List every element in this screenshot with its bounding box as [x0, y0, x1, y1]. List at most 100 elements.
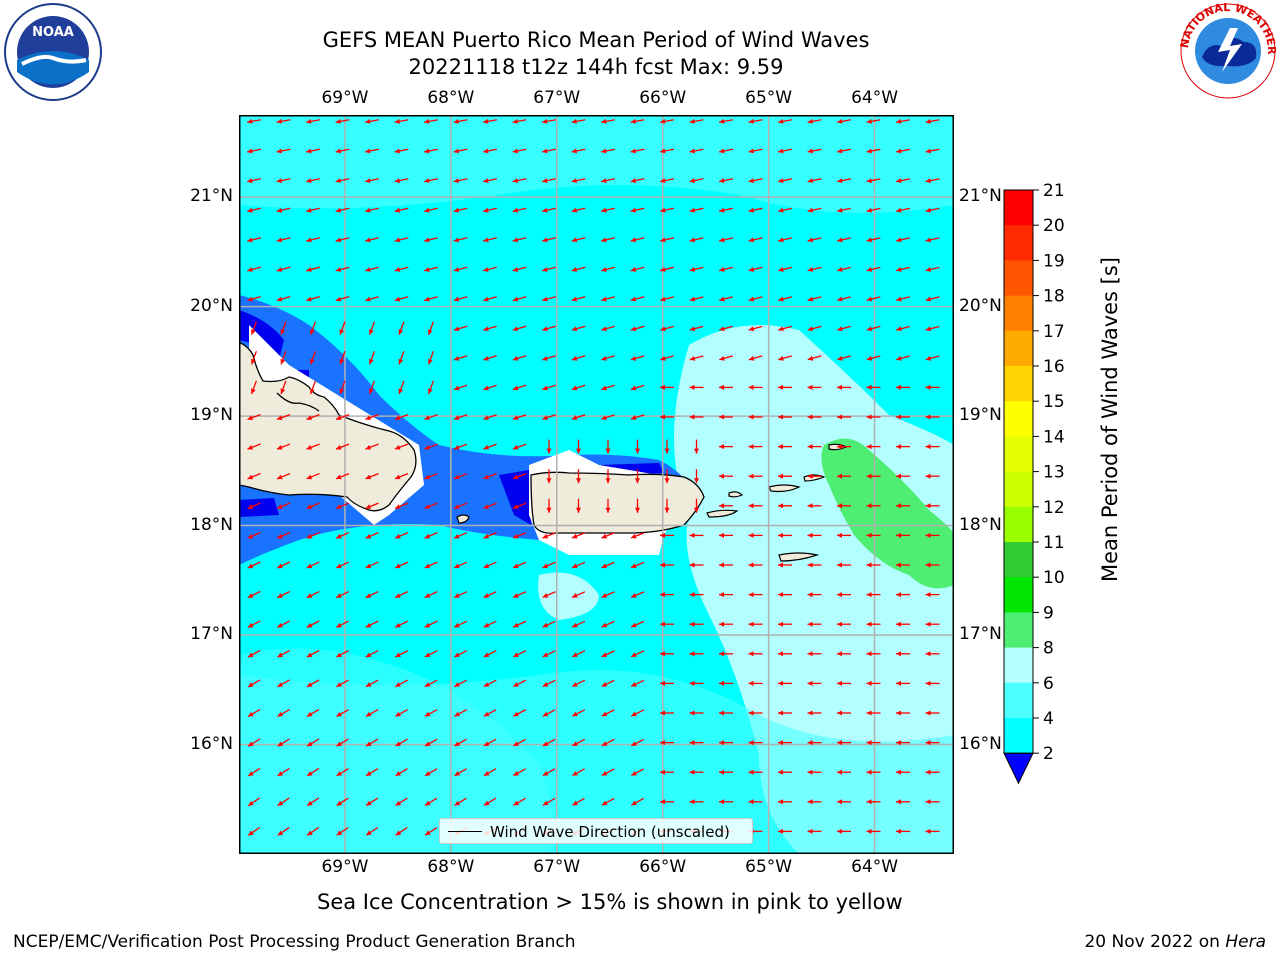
- colorbar-segment: [1004, 577, 1033, 613]
- wave-direction-arrow: [276, 207, 291, 213]
- wave-direction-arrow: [925, 414, 940, 420]
- wave-direction-arrow: [748, 740, 763, 746]
- wave-direction-arrow: [483, 502, 497, 509]
- wave-direction-arrow: [748, 148, 763, 154]
- wave-direction-arrow: [659, 118, 675, 124]
- wave-direction-arrow: [664, 469, 670, 484]
- wave-direction-arrow: [512, 709, 527, 717]
- wave-direction-arrow: [336, 738, 349, 747]
- wave-direction-arrow: [630, 709, 645, 717]
- wave-direction-arrow: [660, 207, 674, 213]
- wave-direction-arrow: [483, 532, 497, 539]
- colorbar-tick-label: 9: [1043, 603, 1054, 623]
- latitude-label: 16°N: [959, 733, 1002, 754]
- wave-direction-arrow: [246, 118, 262, 124]
- wave-direction-arrow: [837, 651, 851, 657]
- wave-direction-arrow: [689, 237, 704, 243]
- wave-direction-arrow: [250, 380, 258, 395]
- wave-direction-arrow: [748, 355, 763, 361]
- wave-direction-arrow: [483, 384, 497, 391]
- wave-direction-arrow: [247, 502, 261, 510]
- wave-direction-arrow: [483, 443, 497, 450]
- wave-direction-arrow: [306, 296, 320, 302]
- wave-direction-arrow: [689, 118, 704, 124]
- wave-direction-arrow: [837, 207, 851, 213]
- wave-direction-arrow: [542, 355, 556, 361]
- wave-direction-arrow: [807, 325, 822, 332]
- wave-direction-arrow: [837, 799, 851, 805]
- period-field-7-8: [239, 115, 954, 213]
- footer-branch: NCEP/EMC/Verification Post Processing Pr…: [13, 932, 576, 952]
- wave-direction-arrow: [748, 237, 763, 243]
- wave-direction-arrow: [866, 207, 881, 213]
- wave-direction-arrow: [748, 325, 763, 332]
- wave-direction-arrow: [513, 738, 526, 747]
- wave-direction-arrow: [277, 738, 290, 747]
- wave-direction-arrow: [453, 502, 468, 510]
- wave-direction-arrow: [542, 679, 556, 688]
- wave-direction-arrow: [276, 561, 291, 569]
- wave-direction-arrow: [306, 148, 320, 154]
- wave-direction-arrow: [394, 620, 409, 628]
- wind-wave-direction-arrows: [246, 118, 940, 836]
- wave-direction-arrow: [719, 651, 733, 657]
- wave-direction-arrow: [719, 355, 733, 361]
- wave-direction-arrow: [601, 148, 615, 154]
- wave-direction-arrow: [925, 384, 940, 390]
- colorbar-segment: [1004, 506, 1033, 543]
- wave-direction-arrow: [689, 296, 704, 302]
- wave-direction-arrow: [398, 380, 405, 395]
- wave-direction-arrow: [512, 384, 527, 391]
- latitude-label: 18°N: [959, 514, 1002, 535]
- wave-direction-arrow: [896, 414, 910, 420]
- colorbar-tick-label: 12: [1043, 498, 1065, 518]
- map-legend: Wind Wave Direction (unscaled): [439, 818, 753, 844]
- colorbar-tick-label: 6: [1043, 674, 1054, 694]
- wave-direction-arrow: [542, 384, 556, 391]
- wave-direction-arrow: [453, 118, 468, 124]
- wave-direction-arrow: [664, 498, 670, 513]
- colorbar-tick-label: 17: [1043, 322, 1065, 342]
- wave-direction-arrow: [718, 118, 734, 124]
- wave-direction-arrow: [777, 118, 793, 124]
- wave-direction-arrow: [336, 708, 349, 718]
- wave-direction-arrow: [925, 325, 940, 332]
- wave-direction-arrow: [483, 650, 497, 658]
- wave-direction-arrow: [837, 562, 851, 568]
- wave-direction-arrow: [424, 797, 438, 807]
- latitude-label: 19°N: [959, 405, 1002, 426]
- wave-direction-arrow: [748, 207, 763, 213]
- wave-direction-arrow: [247, 472, 261, 480]
- wave-direction-arrow: [365, 207, 379, 213]
- wave-direction-arrow: [601, 620, 615, 628]
- longitude-label: 64°W: [851, 857, 899, 877]
- wave-direction-arrow: [837, 296, 851, 302]
- wave-direction-arrow: [601, 178, 615, 184]
- wave-direction-arrow: [719, 799, 733, 805]
- wave-direction-arrow: [660, 562, 674, 568]
- footer-date: 20 Nov 2022 on Hera: [1084, 932, 1266, 952]
- noaa-logo-text: NOAA: [32, 25, 74, 40]
- wave-direction-arrow: [336, 767, 349, 777]
- wave-direction-arrow: [571, 414, 586, 421]
- wave-direction-arrow: [276, 296, 291, 302]
- wave-direction-arrow: [896, 799, 910, 805]
- wave-direction-arrow: [424, 414, 438, 421]
- wave-direction-arrow: [925, 710, 940, 716]
- wave-direction-arrow: [807, 148, 822, 154]
- map-frame: [239, 115, 954, 854]
- wave-direction-arrow: [365, 827, 379, 836]
- wave-direction-arrow: [424, 237, 438, 243]
- wave-direction-arrow: [424, 443, 438, 450]
- wave-direction-arrow: [807, 592, 822, 598]
- wave-direction-arrow: [365, 768, 379, 777]
- wave-direction-arrow: [512, 414, 527, 421]
- wave-direction-arrow: [660, 740, 674, 746]
- wave-direction-arrow: [837, 680, 851, 686]
- wave-direction-arrow: [778, 237, 792, 243]
- wave-direction-arrow: [542, 178, 556, 184]
- wave-direction-arrow: [453, 561, 468, 569]
- wave-direction-arrow: [280, 321, 287, 336]
- wave-direction-arrow: [689, 355, 704, 361]
- wave-direction-arrow: [306, 178, 320, 184]
